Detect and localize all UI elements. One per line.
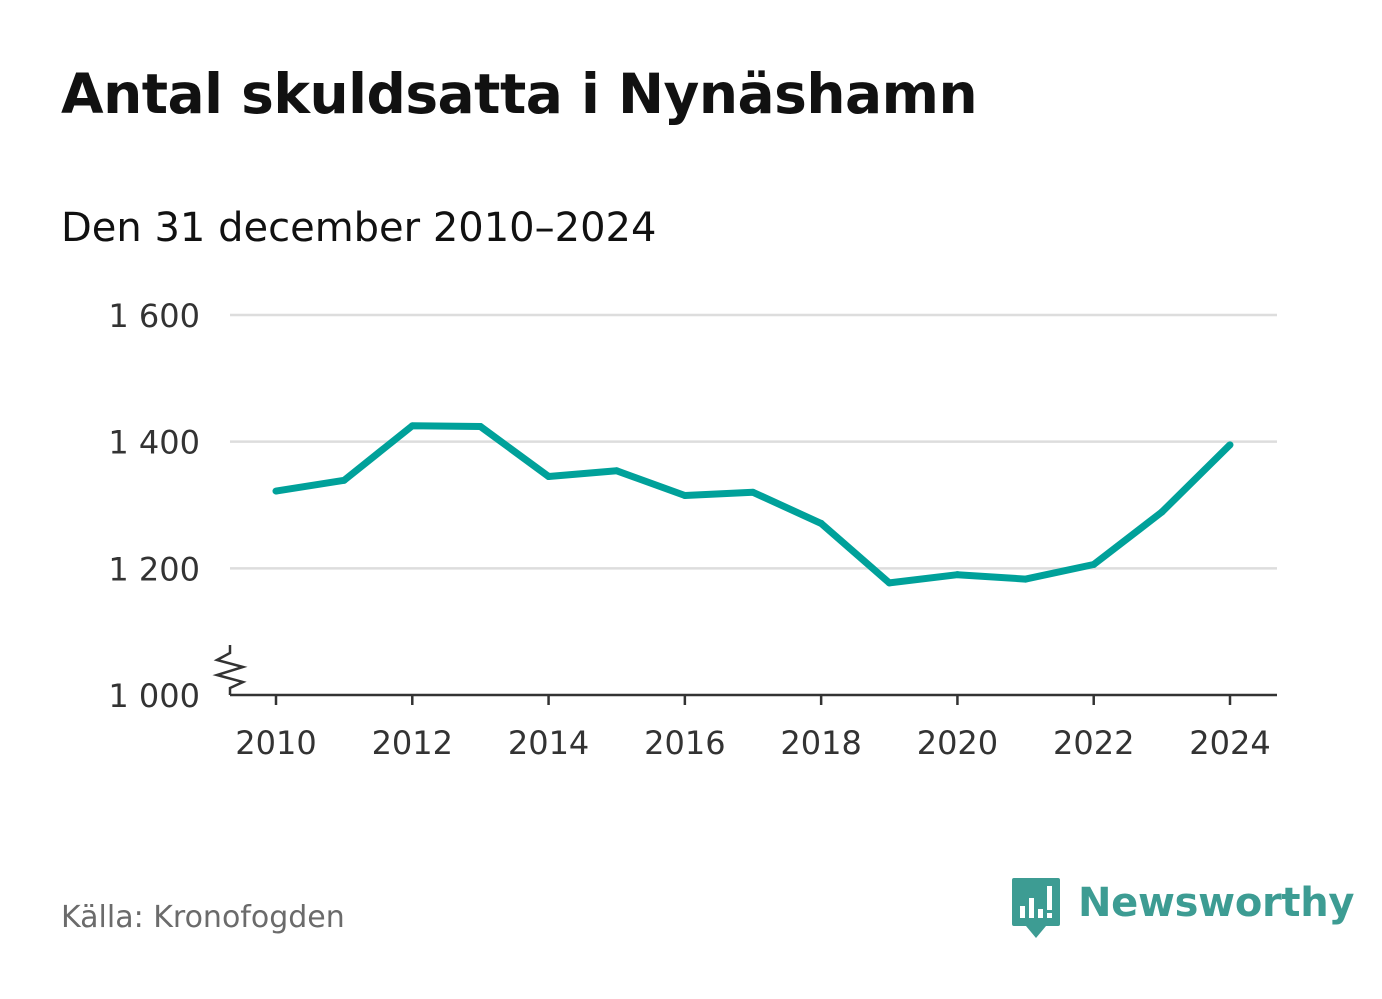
tick-labels: 2010 2012 2014 2016 2018 2020 2022 2024 1 000 1 2… <box>108 297 1270 762</box>
y-tick-label: 1 000 <box>108 677 200 715</box>
x-tick-label: 2024 <box>1189 724 1270 762</box>
data-point-2019 <box>885 579 893 587</box>
data-point-2013 <box>476 422 484 430</box>
data-point-2022 <box>1090 561 1098 569</box>
data-point-2016 <box>681 492 689 499</box>
source-note: Källa: Kronofogden <box>61 900 345 935</box>
series-line-0 <box>275 422 1233 587</box>
data-point-2015 <box>613 467 621 475</box>
axes <box>212 645 1277 705</box>
x-tick-label: 2022 <box>1053 724 1134 762</box>
data-point-2023 <box>1158 508 1166 516</box>
x-tick-label: 2014 <box>508 724 589 762</box>
brand[interactable]: Newsworthy <box>1012 878 1355 940</box>
x-tick-label: 2020 <box>917 724 998 762</box>
chart-title: Antal skuldsatta i Nynäshamn <box>61 62 978 126</box>
gridlines <box>230 313 1277 570</box>
newsworthy-logo-icon <box>1012 878 1060 938</box>
x-tick-label: 2016 <box>644 724 725 762</box>
data-point-2021 <box>1022 575 1030 583</box>
data-point-2017 <box>749 488 757 496</box>
y-tick-label: 1 400 <box>108 424 200 462</box>
x-tick-label: 2018 <box>780 724 861 762</box>
x-tick-label: 2012 <box>372 724 453 762</box>
brand-name: Newsworthy <box>1078 880 1355 926</box>
data-point-2018 <box>817 519 825 527</box>
y-tick-label: 1 600 <box>108 297 200 335</box>
data-point-2020 <box>953 571 961 579</box>
data-point-2014 <box>545 473 553 480</box>
data-point-2010 <box>272 487 280 495</box>
data-point-2012 <box>408 422 416 430</box>
y-tick-label: 1 200 <box>108 550 200 588</box>
series <box>272 422 1234 587</box>
data-point-2024 <box>1226 441 1234 449</box>
x-tick-label: 2010 <box>235 724 316 762</box>
axis-break-icon <box>212 645 248 695</box>
chart-subtitle: Den 31 december 2010–2024 <box>61 205 657 251</box>
data-point-2011 <box>340 476 348 484</box>
